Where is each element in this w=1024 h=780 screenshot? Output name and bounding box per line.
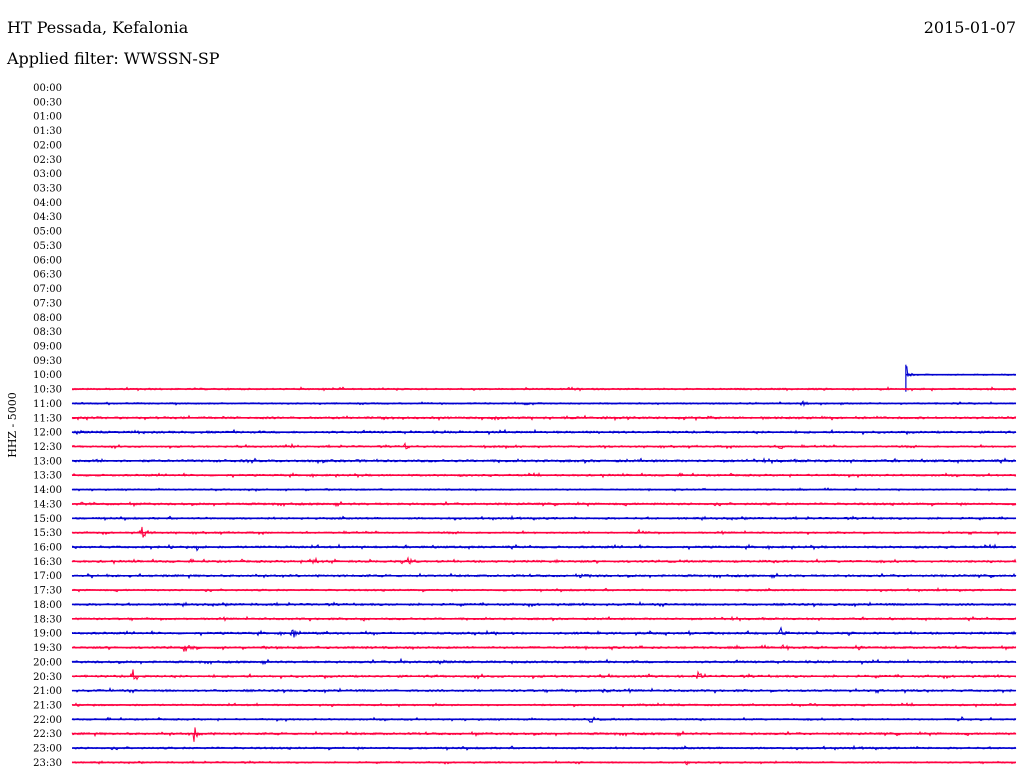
time-tick-label: 17:00 xyxy=(33,571,62,582)
seismogram-trace-1930 xyxy=(71,644,1017,652)
time-tick-label: 04:00 xyxy=(33,198,62,209)
channel-label: HHZ - 5000 xyxy=(6,392,19,458)
time-tick-label: 18:30 xyxy=(33,614,62,625)
time-tick-label: 04:30 xyxy=(33,212,62,223)
time-tick-label: 06:00 xyxy=(33,255,62,266)
seismogram-trace-1700 xyxy=(71,572,1017,580)
time-tick-label: 22:00 xyxy=(33,715,62,726)
seismogram-trace-1000 xyxy=(905,366,1017,377)
time-tick-label: 00:30 xyxy=(33,97,62,108)
seismogram-trace-2230 xyxy=(71,727,1017,742)
time-tick-label: 22:30 xyxy=(33,729,62,740)
time-tick-label: 13:30 xyxy=(33,471,62,482)
seismogram-trace-2300 xyxy=(72,744,1017,751)
time-tick-label: 09:00 xyxy=(33,341,62,352)
seismogram-trace-1330 xyxy=(71,472,1017,479)
time-tick-label: 06:30 xyxy=(33,270,62,281)
time-tick-label: 18:00 xyxy=(33,600,62,611)
time-tick-label: 02:30 xyxy=(33,155,62,166)
time-tick-label: 10:00 xyxy=(33,370,62,381)
seismogram-trace-2130 xyxy=(71,702,1017,708)
seismogram-trace-1230 xyxy=(71,441,1017,450)
seismogram-trace-1200 xyxy=(71,428,1017,436)
station-title: HT Pessada, Kefalonia xyxy=(7,18,189,37)
seismogram-trace-1500 xyxy=(71,514,1017,522)
seismogram-trace-1900 xyxy=(71,626,1017,638)
time-tick-label: 07:00 xyxy=(33,284,62,295)
seismogram-trace-1300 xyxy=(71,457,1017,465)
time-tick-labels: 00:00 00:30 01:00 01:30 02:00 02:30 03:00 03:30… xyxy=(33,83,62,769)
time-tick-label: 10:30 xyxy=(33,385,62,396)
time-tick-label: 08:30 xyxy=(33,327,62,338)
time-tick-label: 15:00 xyxy=(33,514,62,525)
time-tick-label: 05:30 xyxy=(33,241,62,252)
time-tick-label: 09:30 xyxy=(33,356,62,367)
seismogram-trace-2030 xyxy=(71,669,1016,681)
time-tick-label: 21:30 xyxy=(33,700,62,711)
seismogram-trace-1800 xyxy=(71,600,1017,608)
time-tick-label: 23:00 xyxy=(33,744,62,755)
time-tick-label: 03:00 xyxy=(33,169,62,180)
seismogram-trace-2000 xyxy=(71,657,1017,666)
seismogram-trace-2330 xyxy=(71,759,1016,766)
time-tick-label: 16:30 xyxy=(33,557,62,568)
time-tick-label: 19:30 xyxy=(33,643,62,654)
seismogram-trace-2200 xyxy=(71,715,1017,724)
seismogram-traces xyxy=(71,364,1017,766)
record-date: 2015-01-07 xyxy=(923,18,1016,37)
time-tick-label: 12:00 xyxy=(33,428,62,439)
time-tick-label: 21:00 xyxy=(33,686,62,697)
time-tick-label: 05:00 xyxy=(33,227,62,238)
time-tick-label: 23:30 xyxy=(33,758,62,769)
seismogram-trace-1730 xyxy=(71,587,1017,593)
time-tick-label: 11:30 xyxy=(33,413,62,424)
seismogram-trace-1600 xyxy=(71,543,1017,552)
filter-label: Applied filter: WWSSN-SP xyxy=(7,49,220,68)
time-tick-label: 15:30 xyxy=(33,528,62,539)
time-tick-label: 19:00 xyxy=(33,629,62,640)
time-tick-label: 14:30 xyxy=(33,499,62,510)
time-tick-label: 20:30 xyxy=(33,672,62,683)
time-tick-label: 14:00 xyxy=(33,485,62,496)
time-tick-label: 11:00 xyxy=(33,399,62,410)
time-tick-label: 02:00 xyxy=(33,140,62,151)
time-tick-label: 00:00 xyxy=(33,83,62,94)
time-tick-label: 07:30 xyxy=(33,298,62,309)
time-tick-label: 13:00 xyxy=(33,456,62,467)
time-tick-label: 17:30 xyxy=(33,586,62,597)
time-tick-label: 01:00 xyxy=(33,112,62,123)
time-tick-label: 08:00 xyxy=(33,313,62,324)
seismogram-trace-1100 xyxy=(71,400,1017,408)
time-tick-label: 20:00 xyxy=(33,657,62,668)
time-tick-label: 03:30 xyxy=(33,184,62,195)
time-tick-label: 12:30 xyxy=(33,442,62,453)
seismogram-trace-2100 xyxy=(71,687,1017,694)
seismogram-trace-1830 xyxy=(71,615,1017,622)
seismogram-trace-1430 xyxy=(71,500,1017,508)
seismogram-trace-1530 xyxy=(71,526,1017,538)
seismogram-trace-1030 xyxy=(71,386,1017,392)
seismogram-trace-1130 xyxy=(71,414,1017,422)
time-tick-label: 01:30 xyxy=(33,126,62,137)
seismogram-trace-1630 xyxy=(71,556,1017,565)
seismogram-trace-1400 xyxy=(71,487,1017,493)
time-tick-label: 16:00 xyxy=(33,543,62,554)
